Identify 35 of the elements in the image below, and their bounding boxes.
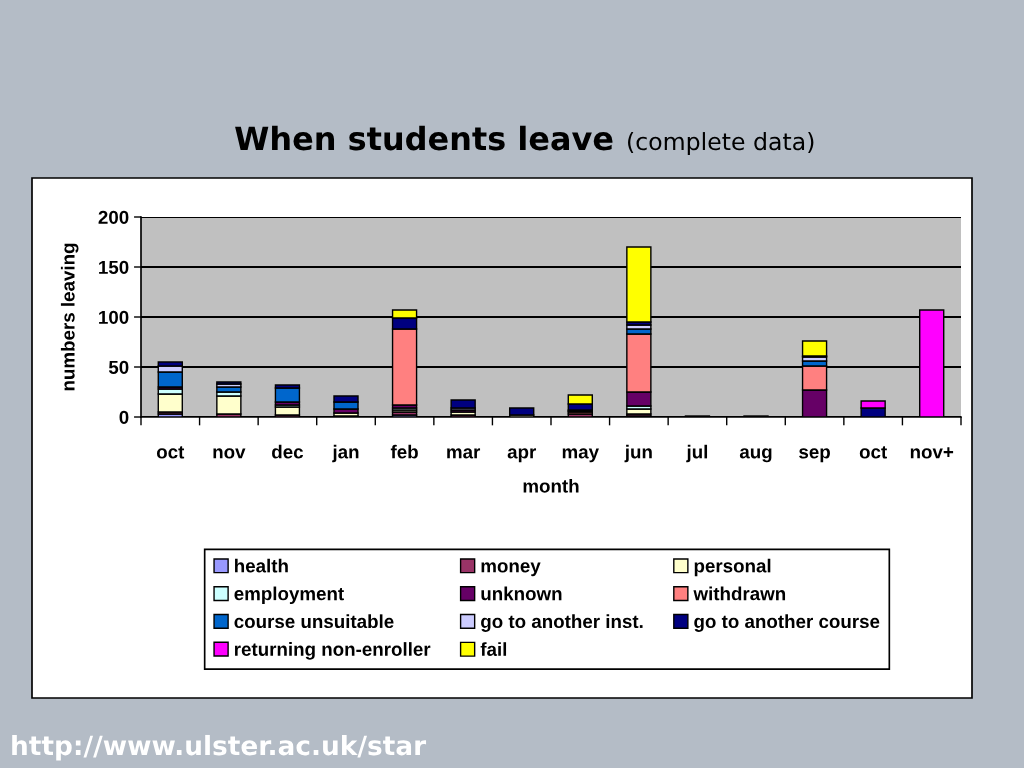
text: http://www.ulster.ac.uk/star (12, 734, 427, 761)
x-tick-label: jun (624, 444, 652, 463)
y-tick-label: 50 (108, 360, 129, 374)
x-tick-label: aug (739, 448, 772, 463)
y-tick-label: 100 (99, 310, 129, 324)
x-tick-label: jul (686, 444, 708, 463)
x-tick-label: feb (390, 444, 418, 459)
x-tick-label: nov+ (910, 447, 954, 459)
legend-label: returning non-enroller (234, 642, 431, 660)
x-tick-label: oct (859, 446, 887, 459)
legend-label: fail (480, 642, 507, 656)
legend-label: go to another course (694, 614, 880, 632)
y-axis-title: numbers leaving (60, 243, 79, 391)
x-axis-title: month (523, 478, 579, 493)
legend-label: course unsuitable (234, 614, 394, 629)
chart-title: When students leave (235, 125, 613, 151)
legend-label: health (235, 558, 288, 573)
x-tick-label: sep (799, 448, 830, 463)
x-tick-label: apr (507, 448, 537, 463)
y-tick-label: 0 (119, 410, 129, 424)
legend-label: personal (694, 558, 771, 577)
x-tick-label: dec (272, 444, 304, 459)
legend-label: employment (234, 586, 344, 605)
x-tick-label: jan (332, 444, 359, 463)
x-tick-label: oct (156, 446, 185, 459)
legend-label: go to another inst. (481, 614, 643, 632)
x-tick-label: nov (213, 448, 246, 459)
y-tick-label: 200 (98, 210, 129, 224)
x-tick-label: mar (447, 448, 481, 459)
y-tick-label: 150 (99, 260, 129, 274)
chart-subtitle: (complete data) (628, 132, 814, 155)
x-tick-label: may (562, 448, 599, 463)
legend-label: withdrawn (693, 586, 786, 601)
legend-label: unknown (481, 586, 562, 601)
legend-label: money (481, 562, 541, 577)
